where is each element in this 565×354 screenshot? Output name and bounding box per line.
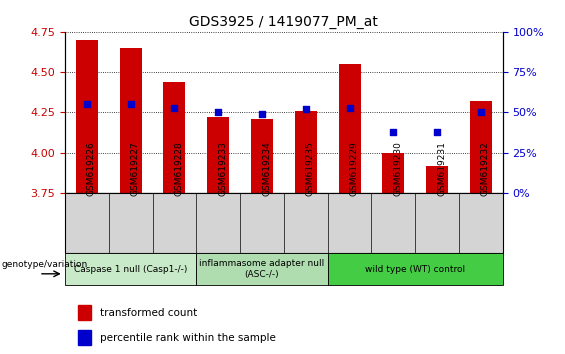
Text: percentile rank within the sample: percentile rank within the sample [100,333,276,343]
Text: GSM619227: GSM619227 [131,141,140,196]
Text: GSM619229: GSM619229 [350,141,359,196]
Point [345,105,354,110]
Point [258,111,267,117]
Text: wild type (WT) control: wild type (WT) control [365,264,466,274]
Text: GSM619232: GSM619232 [481,141,490,196]
Text: GSM619231: GSM619231 [437,141,446,196]
Bar [78,305,92,320]
Point [214,109,223,115]
Point [476,109,485,115]
Text: GSM619233: GSM619233 [218,141,227,196]
Bar [383,153,405,193]
Text: transformed count: transformed count [100,308,197,318]
Title: GDS3925 / 1419077_PM_at: GDS3925 / 1419077_PM_at [189,16,379,29]
Text: Caspase 1 null (Casp1-/-): Caspase 1 null (Casp1-/-) [74,264,188,274]
Bar [78,330,92,345]
Bar [65,253,197,285]
Bar [120,48,142,193]
Bar [328,253,503,285]
Point [433,129,442,135]
Text: GSM619234: GSM619234 [262,141,271,196]
Bar [163,82,185,193]
Point [126,102,135,107]
Text: GSM619235: GSM619235 [306,141,315,196]
Bar [207,117,229,193]
Bar [76,40,98,193]
Point [82,102,92,107]
Text: inflammasome adapter null
(ASC-/-): inflammasome adapter null (ASC-/-) [199,259,325,279]
Bar [426,166,448,193]
Bar [251,119,273,193]
Text: genotype/variation: genotype/variation [1,260,88,269]
Text: GSM619228: GSM619228 [175,141,184,196]
Text: GSM619230: GSM619230 [393,141,402,196]
Point [389,129,398,135]
Point [170,105,179,110]
Point [301,106,310,112]
Bar [197,253,328,285]
Bar [295,111,317,193]
Text: GSM619226: GSM619226 [87,141,96,196]
Bar [470,101,492,193]
Bar [338,64,360,193]
